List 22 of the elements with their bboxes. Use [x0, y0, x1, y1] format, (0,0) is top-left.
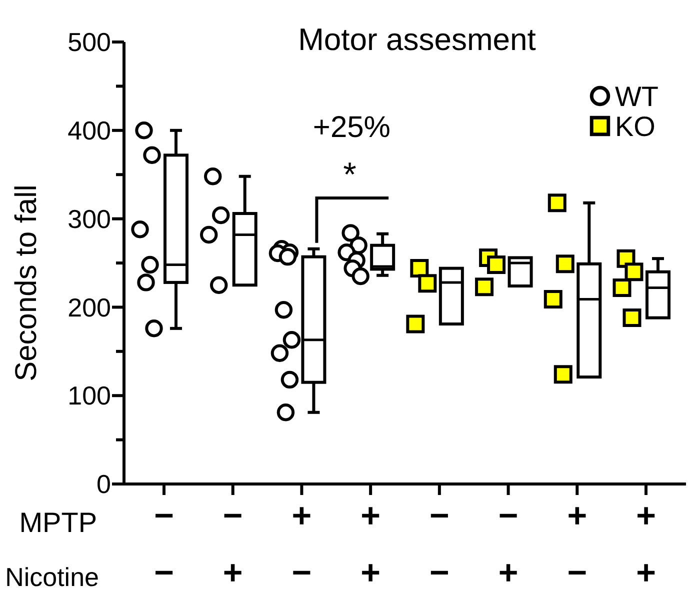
y-tick-label: 0: [96, 469, 111, 500]
annotation: *: [343, 156, 356, 194]
x-tick-label: − −: [154, 497, 174, 592]
x-tick-label: + +: [636, 497, 656, 592]
chart-title: Motor assesment: [298, 22, 536, 57]
x-tick-label: − −: [430, 497, 450, 592]
y-tick-label: 400: [68, 116, 111, 146]
text: Nicotine: [5, 562, 99, 592]
y-tick-label: 100: [68, 380, 111, 411]
legend-label: WT: [615, 81, 659, 112]
x-tick-label: − +: [498, 497, 518, 592]
text: MPTP: [19, 507, 97, 538]
x-tick-label: + −: [292, 497, 312, 592]
x-tick-label: + +: [360, 497, 380, 592]
x-tick-label: − +: [222, 497, 243, 592]
y-axis-title: Seconds to fall: [10, 184, 43, 382]
y-tick-label: 300: [68, 204, 111, 234]
legend-label: KO: [615, 111, 656, 142]
x-tick-label: + −: [567, 497, 588, 592]
annotation: +25%: [312, 111, 391, 144]
y-tick-label: 200: [68, 292, 111, 322]
y-tick-label: 500: [68, 27, 111, 58]
